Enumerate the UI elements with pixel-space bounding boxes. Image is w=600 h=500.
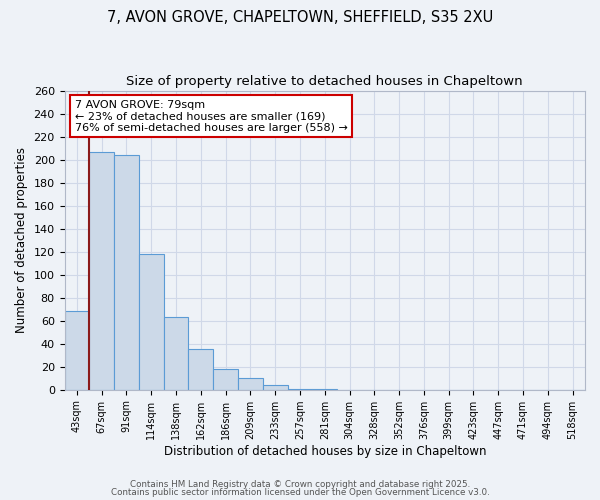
Text: 7, AVON GROVE, CHAPELTOWN, SHEFFIELD, S35 2XU: 7, AVON GROVE, CHAPELTOWN, SHEFFIELD, S3… [107,10,493,25]
Bar [164,317,188,390]
Bar [313,388,337,390]
Text: Contains public sector information licensed under the Open Government Licence v3: Contains public sector information licen… [110,488,490,497]
Bar [238,378,263,390]
Title: Size of property relative to detached houses in Chapeltown: Size of property relative to detached ho… [127,75,523,88]
Bar [263,385,287,390]
Text: Contains HM Land Registry data © Crown copyright and database right 2025.: Contains HM Land Registry data © Crown c… [130,480,470,489]
Bar [287,388,313,390]
Bar [89,152,114,390]
Bar [114,155,139,390]
Bar [139,254,164,390]
Bar [213,369,238,390]
Text: 7 AVON GROVE: 79sqm
← 23% of detached houses are smaller (169)
76% of semi-detac: 7 AVON GROVE: 79sqm ← 23% of detached ho… [75,100,348,132]
Bar [188,350,213,390]
Bar [65,312,89,390]
Y-axis label: Number of detached properties: Number of detached properties [15,147,28,333]
X-axis label: Distribution of detached houses by size in Chapeltown: Distribution of detached houses by size … [164,444,486,458]
